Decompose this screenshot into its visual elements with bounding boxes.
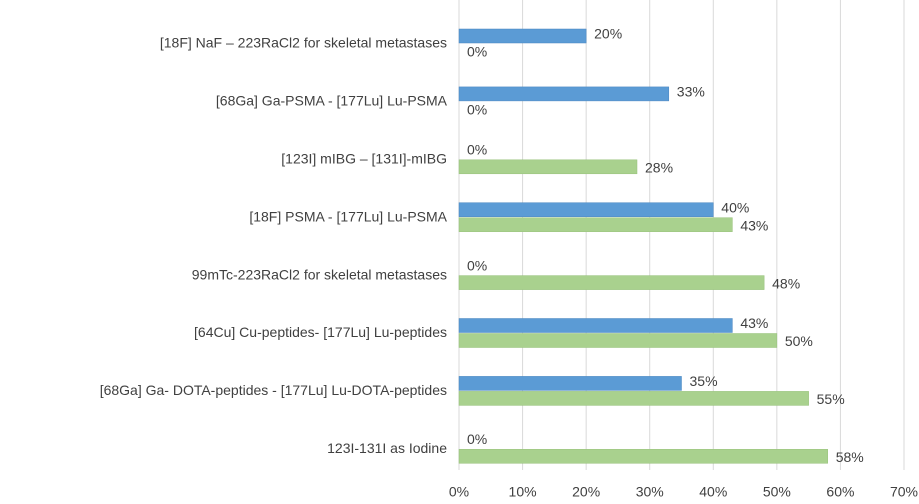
- value-label: 50%: [785, 333, 813, 349]
- bar: [458, 449, 828, 464]
- bar: [458, 333, 778, 348]
- x-tick-label: 0%: [449, 484, 469, 500]
- x-tick-label: 40%: [699, 484, 727, 500]
- value-label: 58%: [836, 449, 864, 465]
- value-label: 0%: [467, 257, 487, 273]
- value-label: 0%: [467, 102, 487, 118]
- value-label: 0%: [467, 142, 487, 158]
- value-label: 43%: [740, 217, 768, 233]
- value-label: 55%: [817, 391, 845, 407]
- category-label: [18F] NaF – 223RaCl2 for skeletal metast…: [160, 35, 447, 51]
- bar: [458, 86, 670, 102]
- x-tick-label: 70%: [890, 484, 918, 500]
- category-label: [68Ga] Ga- DOTA-peptides - [177Lu] Lu-DO…: [100, 382, 447, 398]
- value-label: 0%: [467, 431, 487, 447]
- value-label: 28%: [645, 160, 673, 176]
- category-label: [18F] PSMA - [177Lu] Lu-PSMA: [249, 208, 447, 224]
- value-label: 0%: [467, 44, 487, 60]
- bar: [458, 202, 714, 217]
- bar: [458, 159, 638, 175]
- bar: [458, 28, 587, 44]
- bar: [458, 275, 765, 290]
- value-label: 43%: [740, 315, 768, 331]
- bar: [458, 318, 733, 333]
- x-tick-label: 50%: [763, 484, 791, 500]
- category-label: [68Ga] Ga-PSMA - [177Lu] Lu-PSMA: [216, 93, 448, 109]
- category-label: [123I] mIBG – [131I]-mIBG: [281, 151, 447, 167]
- category-label: [64Cu] Cu-peptides- [177Lu] Lu-peptides: [194, 324, 447, 340]
- category-label: 99mTc-223RaCl2 for skeletal metastases: [192, 266, 447, 282]
- x-tick-label: 10%: [509, 484, 537, 500]
- bar: [458, 376, 682, 391]
- value-label: 40%: [721, 199, 749, 215]
- x-tick-label: 60%: [826, 484, 854, 500]
- category-label: 123I-131I as Iodine: [327, 440, 447, 456]
- value-label: 48%: [772, 275, 800, 291]
- value-label: 20%: [594, 26, 622, 42]
- bar: [458, 391, 809, 406]
- value-label: 33%: [677, 84, 705, 100]
- x-tick-label: 30%: [636, 484, 664, 500]
- bar: [458, 217, 733, 232]
- value-label: 35%: [690, 373, 718, 389]
- x-tick-label: 20%: [572, 484, 600, 500]
